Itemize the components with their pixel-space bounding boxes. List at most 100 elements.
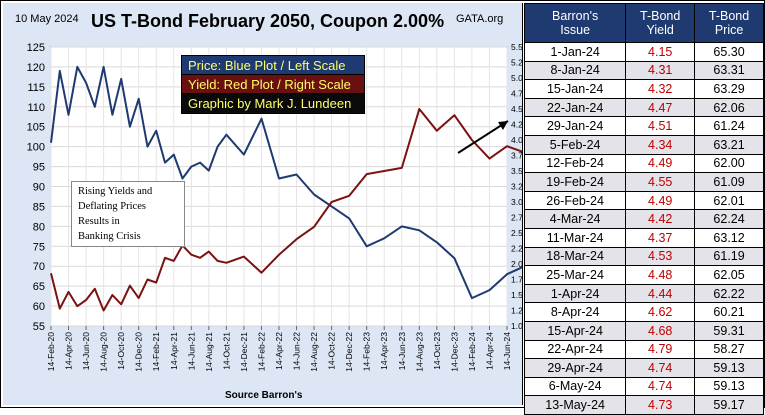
cell-yield: 4.37: [625, 227, 696, 248]
x-axis-tick-label: 14-Dec-21: [239, 332, 249, 372]
x-axis-tick-label: 14-Oct-20: [116, 332, 126, 370]
x-axis-tick-label: 14-Oct-21: [221, 332, 231, 370]
cell-yield: 4.74: [625, 358, 696, 378]
left-axis-tick-label: 65: [33, 281, 45, 293]
table-body: 1-Jan-24 4.15 65.30 8-Jan-24 4.31 63.31 15-Jan…: [523, 42, 764, 415]
chart-title: US T-Bond February 2050, Coupon 2.00%: [91, 11, 445, 31]
x-axis-tick-label: 14-Aug-20: [99, 332, 109, 372]
x-axis-tick-label: 14-Feb-21: [151, 332, 161, 371]
cell-price: 65.30: [694, 42, 764, 62]
right-axis-tick-label: 2.75: [511, 213, 522, 223]
left-axis-tick-label: 120: [27, 62, 45, 74]
x-axis-tick-label: 14-Dec-23: [449, 332, 459, 372]
cell-yield: 4.74: [625, 376, 696, 397]
cell-issue: 18-Mar-24: [523, 246, 627, 267]
x-axis-tick-label: 14-Oct-22: [327, 332, 337, 370]
left-axis-tick-label: 70: [33, 261, 45, 273]
x-axis-tick-label: 14-Jun-20: [81, 332, 91, 371]
cell-issue: 29-Apr-24: [523, 358, 627, 378]
cell-yield: 4.62: [625, 302, 696, 322]
cell-issue: 19-Feb-24: [523, 172, 627, 192]
left-axis-tick-label: 125: [27, 42, 45, 54]
cell-issue: 11-Mar-24: [523, 227, 627, 248]
table-row: 22-Apr-24 4.79 58.27: [523, 339, 764, 360]
left-axis-tick-label: 80: [33, 221, 45, 233]
cell-price: 62.24: [694, 209, 764, 229]
x-axis-tick-label: 14-Feb-22: [256, 332, 266, 371]
x-axis-tick-label: 14-Aug-22: [309, 332, 319, 372]
date-label: 10 May 2024: [15, 13, 79, 25]
site-label: GATA.org: [456, 13, 504, 25]
right-axis-tick-label: 5.50: [511, 42, 522, 52]
cell-price: 62.06: [694, 97, 764, 118]
right-axis-tick-label: 4.25: [511, 120, 522, 130]
table-row: 22-Jan-24 4.47 62.06: [523, 97, 764, 118]
table-row: 6-May-24 4.74 59.13: [523, 376, 764, 397]
left-axis-tick-label: 95: [33, 162, 45, 174]
table-row: 1-Jan-24 4.15 65.30: [523, 42, 764, 62]
table-row: 29-Jan-24 4.51 61.24: [523, 116, 764, 136]
cell-price: 63.21: [694, 134, 764, 155]
cell-price: 62.05: [694, 265, 764, 285]
x-axis-tick-label: 14-Dec-22: [344, 332, 354, 372]
cell-price: 59.31: [694, 320, 764, 341]
cell-issue: 15-Apr-24: [523, 320, 627, 341]
annotation-line: Rising Yields and: [78, 186, 153, 197]
left-axis-tick-label: 60: [33, 301, 45, 313]
table-row: 25-Mar-24 4.48 62.05: [523, 265, 764, 285]
table-row: 4-Mar-24 4.42 62.24: [523, 209, 764, 229]
table-row: 8-Apr-24 4.62 60.21: [523, 302, 764, 322]
annotation-box: Rising Yields and Deflating Prices Resul…: [71, 181, 185, 247]
cell-yield: 4.47: [625, 97, 696, 118]
table-row: 15-Jan-24 4.32 63.29: [523, 79, 764, 99]
annotation-line: Banking Crisis: [78, 231, 141, 242]
cell-price: 61.09: [694, 172, 764, 192]
legend-yield: Yield: Red Plot / Right Scale: [181, 74, 365, 95]
table-row: 12-Feb-24 4.49 62.00: [523, 153, 764, 174]
x-axis-tick-label: 14-Feb-24: [467, 332, 477, 371]
source-label: Source Barron's: [225, 390, 303, 401]
legend-price: Price: Blue Plot / Left Scale: [181, 55, 365, 76]
annotation-line: Results in: [78, 216, 120, 227]
left-axis-tick-label: 105: [27, 122, 45, 134]
cell-yield: 4.79: [625, 339, 696, 360]
right-axis-tick-label: 2.25: [511, 244, 522, 254]
trend-arrow-head: [498, 121, 508, 130]
cell-price: 58.27: [694, 339, 764, 360]
x-axis-tick-label: 14-Jun-23: [397, 332, 407, 371]
right-axis-tick-label: 4.75: [511, 89, 522, 99]
cell-yield: 4.55: [625, 172, 696, 192]
cell-price: 63.12: [694, 227, 764, 248]
x-axis-tick-label: 14-Jun-22: [292, 332, 302, 371]
x-axis-tick-label: 14-Feb-23: [362, 332, 372, 371]
cell-yield: 4.73: [625, 395, 696, 415]
right-axis-tick-label: 3.00: [511, 197, 522, 207]
cell-price: 60.21: [694, 302, 764, 322]
header-issue: Barron's Issue: [523, 3, 627, 43]
right-axis-tick-label: 4.50: [511, 104, 522, 114]
left-axis-tick-label: 90: [33, 182, 45, 194]
table-row: 5-Feb-24 4.34 63.21: [523, 134, 764, 155]
cell-yield: 4.49: [625, 190, 696, 211]
right-axis-tick-label: 5.25: [511, 58, 522, 68]
left-axis-tick-label: 115: [27, 82, 45, 94]
cell-issue: 5-Feb-24: [523, 134, 627, 155]
cell-price: 59.13: [694, 358, 764, 378]
table-row: 18-Mar-24 4.53 61.19: [523, 246, 764, 267]
table-row: 1-Apr-24 4.44 62.22: [523, 283, 764, 304]
cell-price: 62.01: [694, 190, 764, 211]
yield-series-line: [50, 108, 522, 312]
data-table: Barron's Issue T-Bond Yield T-Bond Price 1-…: [523, 3, 764, 415]
table-row: 26-Feb-24 4.49 62.01: [523, 190, 764, 211]
data-table-panel: Barron's Issue T-Bond Yield T-Bond Price 1-…: [523, 3, 764, 415]
price-series-line: [50, 65, 522, 300]
right-axis-tick-label: 1.75: [511, 275, 522, 285]
right-axis-tick-label: 3.75: [511, 151, 522, 161]
annotation-line: Deflating Prices: [78, 201, 146, 212]
right-axis-tick-label: 1.00: [511, 321, 522, 331]
table-row: 8-Jan-24 4.31 63.31: [523, 60, 764, 81]
x-axis-tick-label: 14-Dec-20: [134, 332, 144, 372]
cell-yield: 4.34: [625, 134, 696, 155]
cell-yield: 4.42: [625, 209, 696, 229]
